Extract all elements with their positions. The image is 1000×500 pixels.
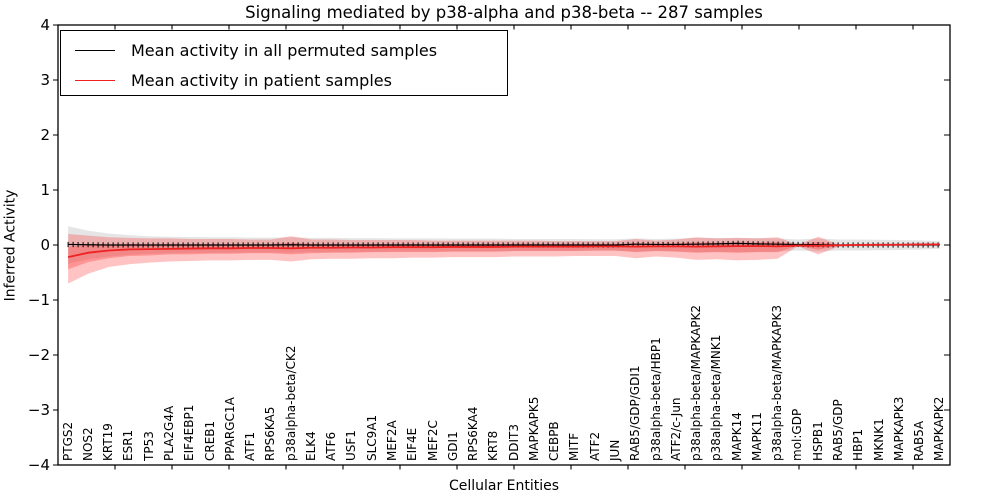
- x-tick-label: RAB5A: [912, 420, 927, 461]
- legend-entry-permuted: Mean activity in all permuted samples: [61, 39, 437, 61]
- x-tick-label: USF1: [344, 430, 359, 461]
- y-tick-label: −4: [27, 456, 50, 474]
- x-tick-label: ELK4: [303, 431, 318, 461]
- x-tick-label: SLC9A1: [364, 414, 379, 461]
- y-tick-label: 2: [40, 126, 50, 144]
- legend-entry-patient: Mean activity in patient samples: [61, 69, 392, 91]
- y-tick-label: −3: [27, 401, 50, 419]
- x-tick-label: PLA2G4A: [162, 405, 176, 461]
- y-tick-label: −2: [27, 346, 50, 364]
- y-tick-label: −1: [27, 291, 50, 309]
- x-tick-label: MAPKAPK5: [526, 396, 541, 461]
- x-tick-label: HSPB1: [810, 421, 825, 461]
- y-tick-label: 3: [40, 71, 50, 89]
- x-tick-label: ATF2: [587, 431, 602, 461]
- chart-title: Signaling mediated by p38-alpha and p38-…: [245, 3, 763, 22]
- x-tick-label: p38alpha-beta/MAPKAPK2: [689, 305, 704, 461]
- x-tick-label: TP53: [141, 431, 156, 461]
- x-tick-label: MAPKAPK3: [891, 396, 906, 461]
- y-tick-label: 1: [40, 181, 50, 199]
- x-tick-label: p38alpha-beta/MNK1: [709, 334, 724, 461]
- patient-std-band: [68, 234, 940, 284]
- x-tick-label: MAPK14: [729, 412, 744, 461]
- x-tick-label: CEBPB: [547, 421, 562, 461]
- x-tick-label: MKNK1: [871, 418, 886, 461]
- x-tick-label: NOS2: [80, 427, 95, 461]
- x-tick-label: p38alpha-beta/HBP1: [648, 337, 663, 461]
- x-tick-label: MAPK11: [749, 412, 764, 461]
- axis-tick-marks: [53, 24, 950, 470]
- x-tick-label: ATF1: [243, 431, 258, 461]
- x-tick-label: CREB1: [202, 420, 217, 461]
- x-tick-label: p38alpha-beta/CK2: [283, 345, 298, 461]
- x-tick-label: ATF6: [324, 431, 339, 461]
- x-tick-label: p38alpha-beta/MAPKAPK3: [770, 305, 785, 461]
- x-tick-label: ESR1: [121, 429, 136, 461]
- x-tick-label: ATF2/c-Jun: [668, 397, 683, 461]
- x-tick-label: HBP1: [851, 428, 866, 461]
- x-tick-label: MEF2C: [425, 420, 440, 461]
- legend-line-sample-black: [75, 49, 115, 51]
- x-tick-label: RAB5/GDP/GDI1: [628, 365, 643, 461]
- legend-line-sample-red: [75, 79, 115, 81]
- legend-label: Mean activity in all permuted samples: [131, 40, 438, 60]
- x-tick-label: MITF: [567, 432, 582, 461]
- x-tick-label: MEF2A: [385, 420, 399, 461]
- x-tick-label: RAB5/GDP: [831, 399, 845, 461]
- legend-label: Mean activity in patient samples: [131, 70, 392, 90]
- y-tick-label: 4: [40, 16, 50, 34]
- x-tick-label: GDI1: [445, 431, 460, 461]
- x-tick-label: PPARGC1A: [222, 397, 237, 461]
- y-tick-label: 0: [40, 236, 50, 254]
- x-tick-label: DDIT3: [506, 424, 521, 461]
- x-tick-label: RPS6KA5: [263, 406, 278, 461]
- x-tick-label: RPS6KA4: [466, 406, 481, 461]
- x-tick-label: EIF4EBP1: [182, 404, 197, 461]
- x-tick-label: KRT19: [101, 423, 116, 461]
- x-tick-label: JUN: [608, 439, 622, 461]
- x-tick-label: mol:GDP: [790, 408, 805, 461]
- x-tick-label: KRT8: [486, 430, 501, 461]
- legend-box: Mean activity in all permuted samples Me…: [60, 30, 508, 96]
- x-axis-label: Cellular Entities: [448, 478, 560, 494]
- x-tick-label: MAPKAPK2: [932, 396, 947, 461]
- series-line-patient: [67, 243, 940, 258]
- x-tick-label: PTGS2: [60, 421, 75, 461]
- x-tick-label: EIF4E: [405, 427, 420, 461]
